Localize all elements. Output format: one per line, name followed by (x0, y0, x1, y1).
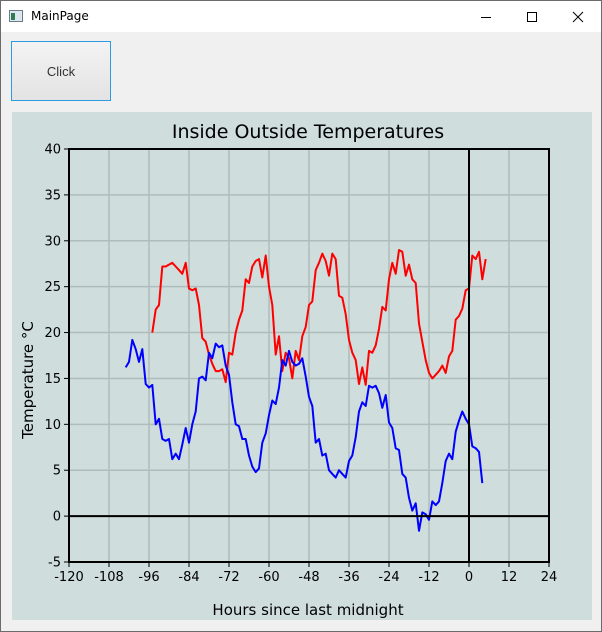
x-tick-label: -60 (258, 570, 279, 585)
maximize-icon (527, 11, 537, 22)
x-tick-label: -120 (54, 570, 84, 585)
close-icon (572, 11, 584, 22)
chart-title: Inside Outside Temperatures (172, 121, 444, 143)
temperature-chart: -120 -108 -96 -84 -72 -60 -48 -36 -24 -12 0 12 24 -5 0… (12, 112, 592, 620)
maximize-button[interactable] (509, 1, 555, 32)
y-tick-label: 40 (44, 143, 61, 158)
y-tick-label: -5 (48, 556, 61, 571)
y-tick-label: 35 (44, 188, 61, 203)
x-tick-label: -72 (218, 570, 239, 585)
y-tick-label: 30 (44, 234, 61, 249)
y-tick-label: 0 (53, 510, 61, 525)
x-tick-label: 0 (465, 570, 473, 585)
y-tick-label: 25 (44, 280, 61, 295)
x-tick-label: -96 (138, 570, 159, 585)
x-tick-label: -108 (94, 570, 124, 585)
x-tick-label: -36 (338, 570, 359, 585)
chart-ticks: -120 -108 -96 -84 -72 -60 -48 -36 -24 -12 0 12 24-50… (44, 143, 557, 586)
x-tick-label: -48 (298, 570, 319, 585)
x-axis-label: Hours since last midnight (212, 601, 403, 619)
x-tick-label: -12 (418, 570, 439, 585)
click-button[interactable]: Click (11, 41, 111, 101)
x-tick-label: -24 (378, 570, 399, 585)
x-tick-label: 12 (501, 570, 518, 585)
y-tick-label: 10 (44, 418, 61, 433)
x-tick-label: 24 (541, 570, 558, 585)
x-tick-label: -84 (178, 570, 199, 585)
y-tick-label: 20 (44, 326, 61, 341)
app-icon (9, 10, 23, 22)
title-bar[interactable]: MainPage (1, 1, 601, 32)
chart-canvas: -120 -108 -96 -84 -72 -60 -48 -36 -24 -12 0 12 24-50… (19, 121, 557, 619)
y-tick-label: 5 (53, 464, 61, 479)
chart-series (124, 249, 487, 532)
y-tick-label: 15 (44, 372, 61, 387)
close-button[interactable] (555, 1, 601, 32)
minimize-button[interactable] (463, 1, 509, 32)
series-line-1 (124, 338, 484, 532)
minimize-icon (481, 16, 491, 18)
series-line-0 (151, 249, 487, 386)
page-content: Click -120 -108 -96 -84 -72 -60 -48 -36 -24 -12 0 1… (1, 32, 601, 631)
y-axis-label: Temperature °C (19, 321, 37, 440)
window-title: MainPage (31, 9, 89, 23)
